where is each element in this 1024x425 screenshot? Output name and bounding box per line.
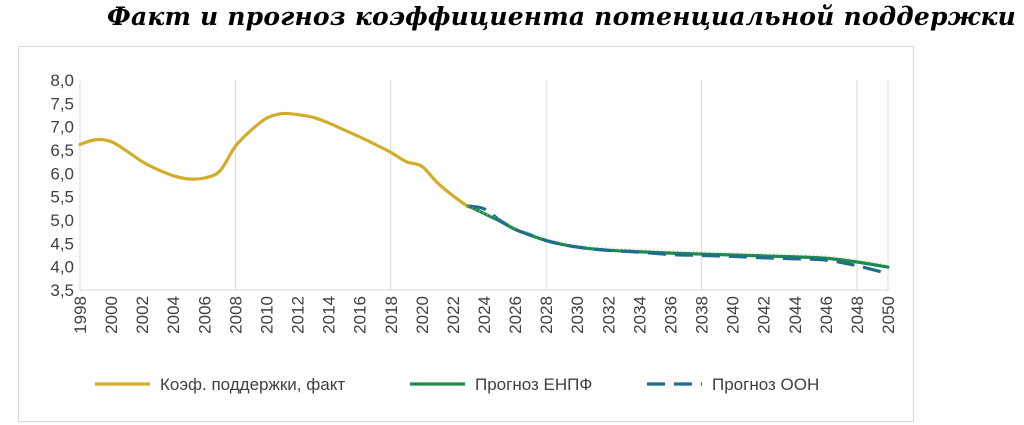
series-un-line: [468, 204, 889, 276]
x-tick-label: 2024: [475, 296, 494, 334]
y-axis-ticks: 3,5 4,0 4,5 5,0 5,5 6,0 6,5 7,0 7,5 8,0: [50, 71, 74, 300]
y-tick-label: 8,0: [50, 71, 74, 90]
y-tick-label: 5,0: [50, 211, 74, 230]
x-tick-label: 2004: [164, 296, 183, 334]
y-tick-label: 7,0: [50, 118, 74, 137]
x-tick-label: 2050: [879, 296, 898, 334]
x-tick-label: 2026: [506, 296, 525, 334]
chart-frame: [18, 46, 914, 422]
grid-lines: [234, 80, 889, 290]
y-tick-label: 4,5: [50, 234, 74, 253]
x-tick-label: 2022: [444, 296, 463, 334]
x-tick-label: 2034: [630, 296, 649, 334]
x-tick-label: 2036: [661, 296, 680, 334]
x-tick-label: 2002: [133, 296, 152, 334]
y-tick-label: 7,5: [50, 94, 74, 113]
x-tick-label: 2038: [693, 296, 712, 334]
x-tick-label: 1998: [71, 296, 90, 334]
y-tick-label: 5,5: [50, 188, 74, 207]
x-tick-label: 2030: [568, 296, 587, 334]
y-tick-label: 4,0: [50, 258, 74, 277]
x-tick-label: 2014: [320, 296, 339, 334]
x-tick-label: 2042: [755, 296, 774, 334]
x-axis-ticks: 1998 2000 2002 2004 2006 2008 2010 2012 2014 2016…: [71, 296, 898, 334]
x-tick-label: 2020: [413, 296, 432, 334]
legend: Коэф. поддержки, факт Прогноз ЕНПФ Прогноз…: [95, 375, 819, 394]
y-tick-label: 6,0: [50, 164, 74, 183]
x-tick-label: 2016: [351, 296, 370, 334]
x-tick-label: 2040: [724, 296, 743, 334]
x-tick-label: 2006: [195, 296, 214, 334]
x-tick-label: 2008: [226, 296, 245, 334]
x-tick-label: 2028: [537, 296, 556, 334]
chart-title: Факт и прогноз коэффициента потенциально…: [107, 2, 1016, 31]
x-tick-label: 2012: [289, 296, 308, 334]
y-tick-label: 6,5: [50, 141, 74, 160]
x-tick-label: 2046: [817, 296, 836, 334]
x-tick-label: 2010: [257, 296, 276, 334]
x-tick-label: 2018: [382, 296, 401, 334]
x-tick-label: 2044: [786, 296, 805, 334]
y-tick-label: 3,5: [50, 281, 74, 300]
legend-un-label: Прогноз ООН: [712, 375, 819, 394]
x-tick-label: 2000: [102, 296, 121, 334]
axes: [79, 80, 888, 291]
legend-fact-label: Коэф. поддержки, факт: [160, 375, 345, 394]
x-tick-label: 2048: [848, 296, 867, 334]
legend-enpf-label: Прогноз ЕНПФ: [475, 375, 592, 394]
x-tick-label: 2032: [599, 296, 618, 334]
plot-series: [78, 111, 890, 276]
series-fact-line: [78, 111, 471, 209]
